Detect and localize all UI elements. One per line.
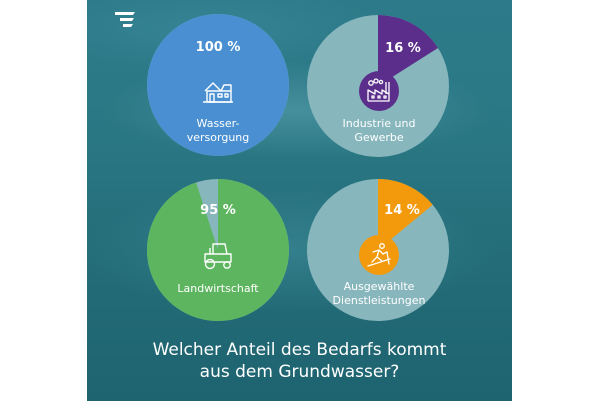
pie-4-value-slice [378,179,433,250]
chart-3-percentage: 95 % [200,203,236,218]
factory-icon [359,71,399,111]
chart-1-percentage: 100 % [195,40,241,55]
house-icon [203,82,233,103]
chart-3-label: Landwirtschaft [177,282,259,295]
tractor-icon [204,243,232,270]
logo-icon [115,12,135,27]
infographic-panel: 100 % 16 % 95 % 14 % Wasser- versorgung … [87,0,512,401]
chart-4-label: Ausgewählte Dienstleistungen [332,280,426,307]
question-text: Welcher Anteil des Bedarfs kommt aus dem… [152,340,447,382]
pie-3-value-slice [146,179,289,321]
chart-1-label: Wasser- versorgung [186,117,250,144]
pie-2-value-slice [378,15,438,86]
chart-2-percentage: 16 % [385,41,421,56]
pie-1-value-slice [147,14,289,156]
skier-icon [359,235,399,275]
chart-2-label: Industrie und Gewerbe [342,117,416,144]
pie-charts [146,14,449,321]
chart-4-percentage: 14 % [384,203,420,218]
